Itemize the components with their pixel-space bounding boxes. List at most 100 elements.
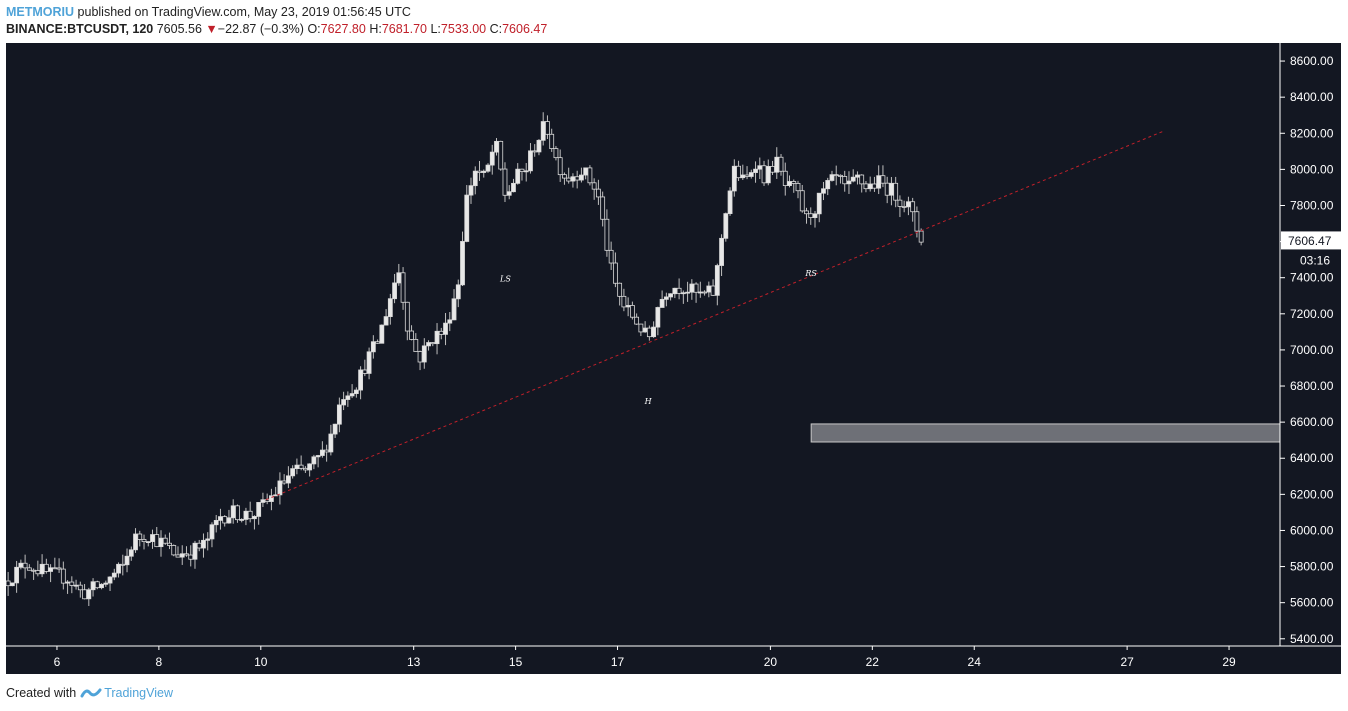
candle-down: [918, 230, 924, 243]
price-tick-label: 7200.00: [1290, 307, 1334, 321]
candle-down: [562, 174, 567, 179]
candle-up: [685, 291, 690, 294]
time-axis[interactable]: 6 8 10 13 15 17 20 22 24 27 29: [6, 645, 1341, 674]
down-arrow-icon: ▼: [205, 22, 218, 36]
price-tick-label: 6600.00: [1290, 415, 1334, 429]
candle-up: [540, 121, 546, 141]
candle-up: [447, 319, 453, 324]
candle-up: [515, 168, 521, 184]
candle-up: [90, 581, 96, 591]
candle-up: [855, 174, 860, 178]
candle-up: [99, 583, 104, 589]
candle-up: [727, 190, 733, 215]
candle-down: [175, 554, 181, 558]
time-tick-label: 24: [968, 655, 982, 669]
support-zone[interactable]: [810, 423, 1281, 443]
candle-up: [748, 172, 754, 177]
candle-up: [260, 499, 266, 503]
candle-down: [612, 262, 618, 284]
candle-up: [825, 180, 831, 190]
candle-down: [897, 199, 903, 207]
candle-down: [26, 567, 32, 571]
candle-up: [697, 291, 703, 294]
candle-down: [557, 157, 563, 176]
candle-down: [736, 165, 741, 179]
candle-down: [804, 210, 809, 215]
candle-up: [294, 464, 300, 470]
candlestick-chart[interactable]: LS H RS 8600.00 8400.00 8200.00 8000.00 7800.0…: [6, 43, 1341, 674]
footer: Created with TradingView: [6, 686, 173, 700]
candle-up: [14, 566, 20, 584]
candle-up: [103, 582, 109, 585]
candle-down: [617, 282, 623, 297]
candle-up: [328, 433, 334, 453]
time-axis-background: [6, 646, 1341, 674]
candle-up: [315, 455, 321, 458]
annotation-ls: LS: [499, 274, 511, 283]
candle-up: [668, 293, 674, 298]
candle-up: [269, 495, 274, 502]
candle-down: [710, 285, 716, 296]
price-tick-label: 8200.00: [1290, 126, 1334, 140]
candle-up: [345, 395, 351, 400]
chart-header: METMORIU published on TradingView.com, M…: [6, 4, 547, 38]
candle-down: [838, 174, 843, 177]
candle-up: [765, 166, 771, 184]
candle-down: [35, 570, 41, 575]
candle-down: [872, 183, 877, 189]
candle-up: [753, 168, 758, 173]
candle-up: [387, 298, 393, 318]
candle-down: [761, 165, 767, 184]
candle-up: [73, 584, 79, 587]
candle-up: [460, 241, 465, 286]
candle-down: [914, 211, 920, 232]
publish-line: METMORIU published on TradingView.com, M…: [6, 4, 547, 21]
tradingview-link[interactable]: TradingView: [80, 686, 173, 700]
candle-up: [579, 174, 584, 181]
candle-up: [443, 322, 448, 335]
candle-up: [145, 541, 151, 543]
candle-up: [719, 237, 724, 266]
price-tick-label: 5600.00: [1290, 596, 1334, 610]
price-axis[interactable]: 8600.008400.008200.008000.007800.007600.…: [1279, 43, 1341, 646]
candle-down: [519, 168, 525, 172]
time-tick-label: 17: [611, 655, 625, 669]
candle-down: [770, 166, 775, 173]
candle-up: [821, 188, 826, 194]
time-tick-label: 22: [866, 655, 880, 669]
close-value: 7606.47: [502, 22, 548, 36]
candle-down: [791, 181, 797, 184]
candle-up: [655, 307, 661, 328]
candle-down: [863, 183, 869, 190]
candle-up: [659, 298, 665, 308]
candle-up: [740, 174, 746, 179]
candle-up: [867, 183, 873, 190]
tradingview-logo-icon: [80, 688, 102, 698]
candle-up: [239, 519, 245, 521]
candle-up: [392, 282, 397, 300]
countdown-label: 03:16: [1300, 253, 1330, 267]
candle-up: [332, 423, 338, 435]
candle-down: [901, 205, 907, 208]
candle-up: [383, 316, 389, 326]
close-label: C:: [489, 22, 503, 36]
candle-up: [256, 502, 262, 517]
author-link[interactable]: METMORIU: [6, 5, 75, 19]
candle-down: [676, 287, 682, 294]
candle-up: [455, 284, 461, 300]
candle-up: [714, 265, 720, 296]
candle-down: [553, 148, 559, 159]
candle-down: [298, 464, 304, 469]
candle-down: [502, 168, 508, 196]
candle-down: [600, 196, 606, 220]
candle-down: [141, 539, 147, 543]
tradingview-brand-text: TradingView: [104, 686, 173, 700]
candle-down: [188, 554, 194, 560]
candle-down: [171, 545, 177, 556]
price-tick-label: 6400.00: [1290, 451, 1334, 465]
chart-area[interactable]: LS H RS 8600.00 8400.00 8200.00 8000.00 7800.0…: [6, 43, 1341, 674]
candle-up: [787, 181, 792, 186]
candle-up: [829, 174, 835, 181]
price-tick-label: 7800.00: [1290, 198, 1334, 212]
candle-down: [196, 542, 202, 549]
